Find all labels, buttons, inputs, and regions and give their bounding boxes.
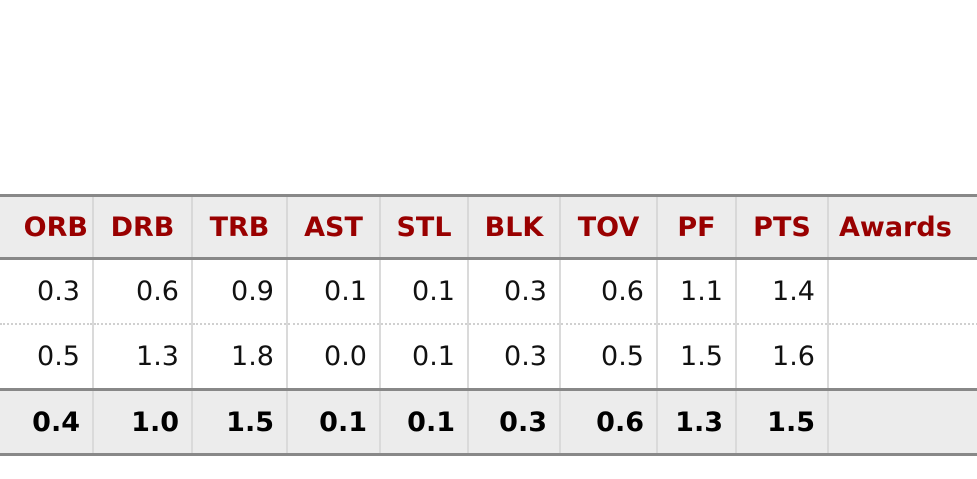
column-header-tov[interactable]: TOV [559,195,657,259]
total-cell-trb: 1.5 [191,389,287,455]
cell-pts: 1.6 [735,324,828,390]
cell-ast: 0.0 [286,324,380,390]
total-cell-stl: 0.1 [379,389,468,455]
column-header-awards[interactable]: Awards [827,195,977,259]
cell-stl: 0.1 [379,324,468,390]
stats-table-container: ORB DRB TRB AST STL BLK TOV PF PTS Awards 0.3 0.6 0… [0,194,977,456]
total-cell-orb: 0.4 [32,406,80,438]
total-cell-pts: 1.5 [735,389,828,455]
column-header-pf[interactable]: PF [656,195,736,259]
column-header-pts[interactable]: PTS [735,195,828,259]
column-header-blk[interactable]: BLK [467,195,560,259]
cell-orb: 0.5 [37,341,80,372]
cell-pf: 1.5 [656,324,736,390]
cell-blk: 0.3 [467,258,560,325]
total-cell-drb: 1.0 [92,389,192,455]
cell-pts: 1.4 [735,258,828,325]
table-row: 0.5 1.3 1.8 0.0 0.1 0.3 0.5 1.5 1.6 [0,324,977,390]
totals-row: 0.4 1.0 1.5 0.1 0.1 0.3 0.6 1.3 1.5 [0,389,977,455]
total-cell-ast: 0.1 [286,389,380,455]
column-header-ast[interactable]: AST [286,195,380,259]
cell-awards [827,258,977,325]
table-row: 0.3 0.6 0.9 0.1 0.1 0.3 0.6 1.1 1.4 [0,258,977,325]
cell-awards [827,324,977,390]
stats-table: ORB DRB TRB AST STL BLK TOV PF PTS Awards 0.3 0.6 0… [0,194,977,456]
column-header-stl[interactable]: STL [379,195,468,259]
cell-blk: 0.3 [467,324,560,390]
total-cell-blk: 0.3 [467,389,560,455]
total-cell-tov: 0.6 [559,389,657,455]
cell-tov: 0.5 [559,324,657,390]
cell-ast: 0.1 [286,258,380,325]
column-header-trb[interactable]: TRB [191,195,287,259]
cell-drb: 0.6 [92,258,192,325]
total-cell-pf: 1.3 [656,389,736,455]
column-header-drb[interactable]: DRB [92,195,192,259]
cell-stl: 0.1 [379,258,468,325]
cell-tov: 0.6 [559,258,657,325]
header-row: ORB DRB TRB AST STL BLK TOV PF PTS Awards [0,195,977,259]
column-header-orb[interactable]: ORB [23,211,88,243]
total-cell-awards [827,389,977,455]
cell-pf: 1.1 [656,258,736,325]
cell-orb: 0.3 [0,258,93,325]
cell-trb: 1.8 [191,324,287,390]
cell-drb: 1.3 [92,324,192,390]
cell-trb: 0.9 [191,258,287,325]
